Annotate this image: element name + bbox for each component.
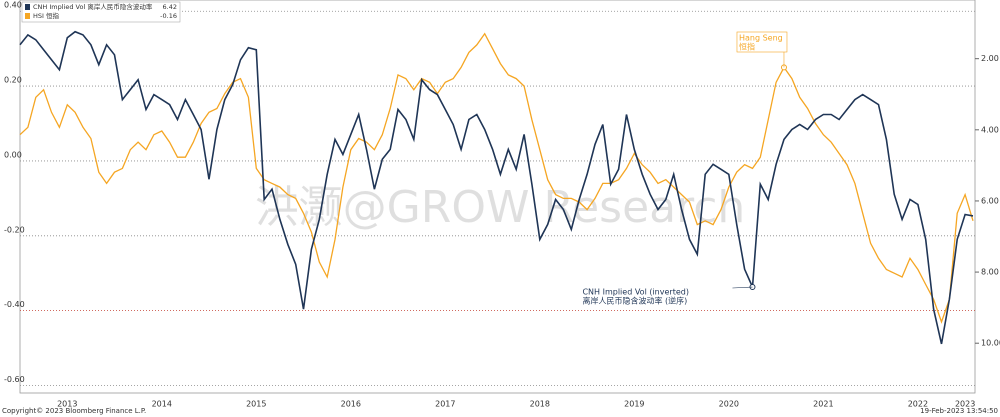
annotation-box xyxy=(736,31,788,53)
y-tick-label: -0.60 xyxy=(4,375,25,384)
legend-label: CNH Implied Vol 离岸人民币隐含波动率 xyxy=(33,2,153,11)
x-tick-label: 2021 xyxy=(813,400,833,409)
y-tick-label: 0.40 xyxy=(4,1,22,10)
x-tick-label: 2022 xyxy=(908,400,928,409)
annotation-leader xyxy=(732,286,753,289)
x-tick-label: 2019 xyxy=(624,400,644,409)
y2-tick-label: 10.00 xyxy=(981,339,1000,348)
legend: CNH Implied Vol 离岸人民币隐含波动率 6.42 HSI 恒指 -0.1… xyxy=(21,1,181,23)
y-tick-label: 0.00 xyxy=(4,150,22,159)
footer-left: Copyright© 2023 Bloomberg Finance L.P. xyxy=(2,407,146,415)
x-tick-label: 2014 xyxy=(152,400,172,409)
x-tick-label: 2020 xyxy=(719,400,739,409)
footer-right: 19-Feb-2023 13:54:50 xyxy=(920,407,998,415)
watermark: 洪灏@GROW Research xyxy=(255,182,746,233)
legend-value: -0.16 xyxy=(160,12,177,20)
x-tick-label: 2015 xyxy=(246,400,266,409)
y-tick-label: -0.20 xyxy=(4,225,25,234)
y2-tick-label: 4.00 xyxy=(981,125,999,134)
plot-frame xyxy=(19,0,976,394)
legend-swatch xyxy=(25,13,30,19)
y-tick-label: -0.40 xyxy=(4,300,25,309)
series-line xyxy=(19,32,974,324)
annotation-text: 恒指 xyxy=(739,42,755,52)
y2-tick-label: 8.00 xyxy=(981,268,999,277)
y2-tick-label: 2.00 xyxy=(981,54,999,63)
annotation-text: 离岸人民币隐含波动率 (逆序) xyxy=(582,296,687,306)
x-tick-label: 2017 xyxy=(435,400,455,409)
x-tick-label: 2018 xyxy=(530,400,550,409)
legend-label: HSI 恒指 xyxy=(33,11,59,20)
y2-tick-label: 6.00 xyxy=(981,196,999,205)
legend-swatch xyxy=(25,4,30,10)
legend-box xyxy=(21,1,181,23)
y-tick-label: 0.20 xyxy=(4,76,22,85)
series-line xyxy=(19,30,974,345)
annotation-text: Hang Seng xyxy=(739,34,783,43)
x-tick-label: 2023 xyxy=(955,400,975,409)
x-tick-label: 2016 xyxy=(341,400,361,409)
x-tick-label: 2013 xyxy=(57,400,77,409)
legend-value: 6.42 xyxy=(163,3,177,11)
annotation-text: CNH Implied Vol (inverted) xyxy=(582,288,688,297)
